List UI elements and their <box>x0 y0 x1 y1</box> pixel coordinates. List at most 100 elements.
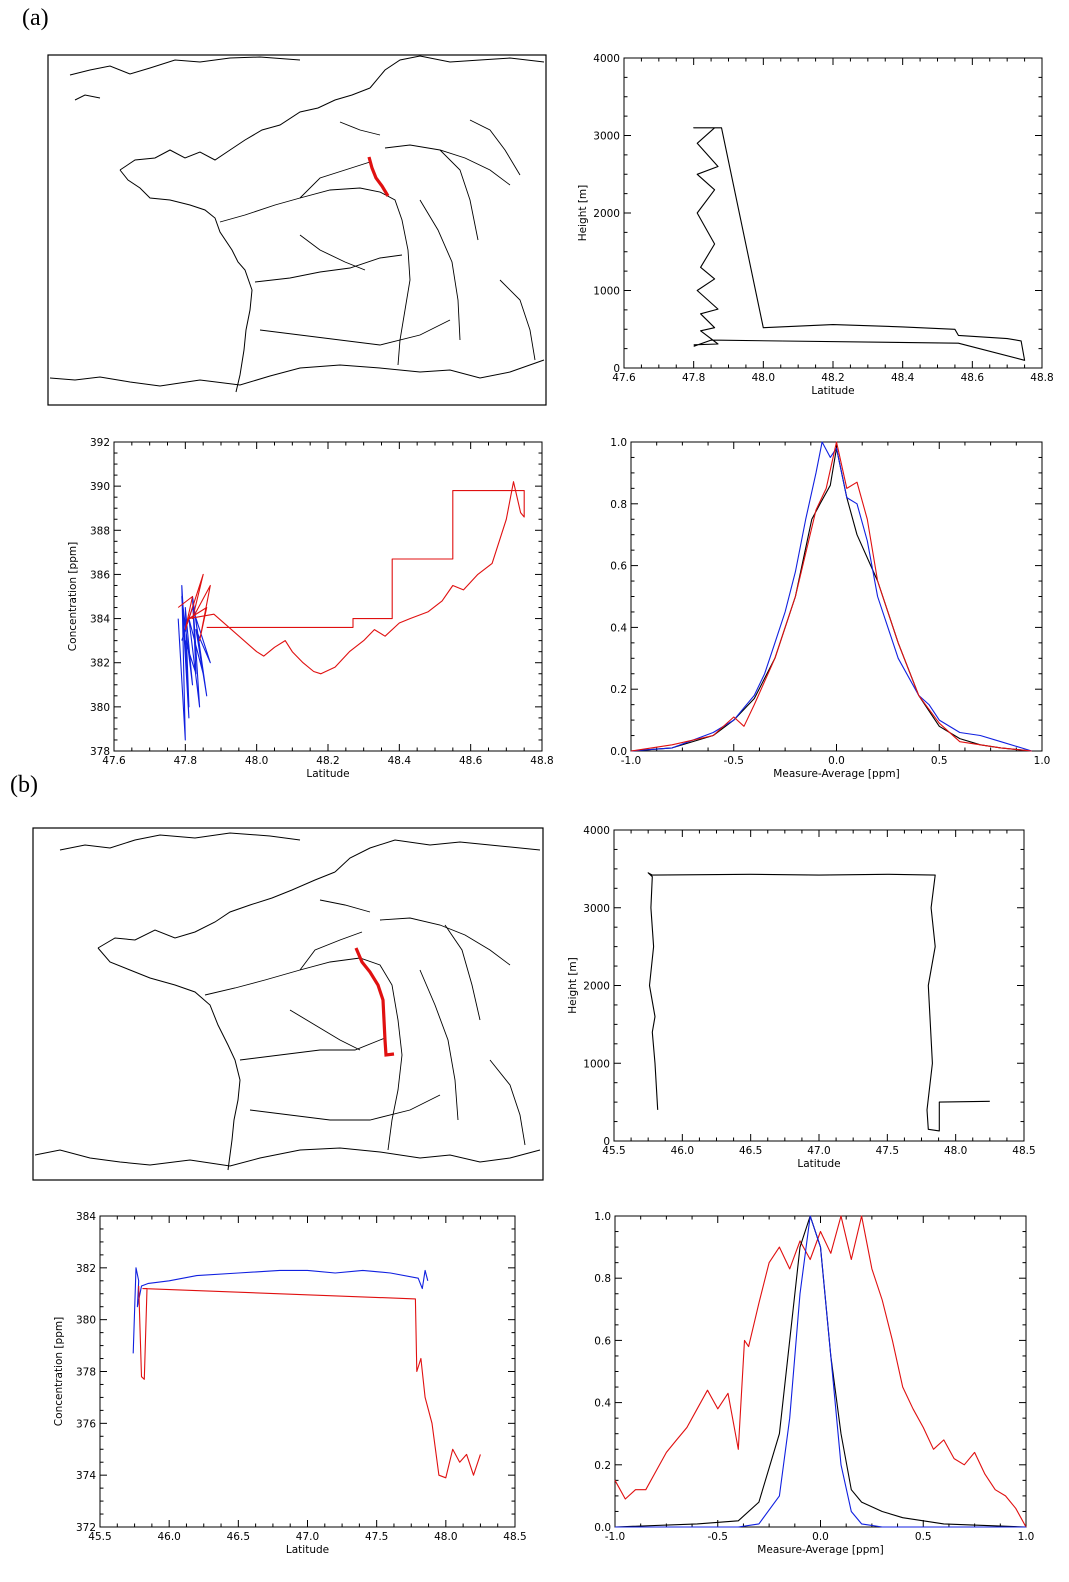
x-tick-label: 1.0 <box>1018 1531 1035 1543</box>
x-tick-label: 0.0 <box>828 755 845 767</box>
y-tick-label: 390 <box>90 481 110 493</box>
y-tick-label: 0.0 <box>610 746 627 758</box>
chart-b-height: 45.5 46.0 46.5 47.0 47.5 48.0 48.5 0 1000 2000 300… <box>567 825 1036 1170</box>
plot-frame <box>99 1215 516 1528</box>
y-tick-label: 388 <box>90 525 110 537</box>
x-tick-label: 46.5 <box>739 1145 762 1157</box>
x-tick-label: -1.0 <box>605 1531 626 1543</box>
y-tick-label: 4000 <box>593 53 620 65</box>
plot-frame <box>630 441 1043 752</box>
x-tick-label: 45.5 <box>602 1145 625 1157</box>
x-axis-label: Latitude <box>286 1544 329 1556</box>
x-tick-label: 47.5 <box>365 1531 388 1543</box>
y-tick-label: 0.6 <box>594 1335 611 1347</box>
series-line-blue <box>615 1215 1026 1528</box>
map-a-frame <box>47 54 547 406</box>
x-tick-label: 48.2 <box>316 755 339 767</box>
map-a-flight-track <box>367 156 390 197</box>
y-tick-label: 372 <box>76 1522 96 1534</box>
x-tick-label: 48.4 <box>891 372 915 384</box>
series-line-red <box>630 441 1032 752</box>
x-tick-label: 48.8 <box>1030 372 1053 384</box>
y-tick-label: 0.4 <box>594 1398 611 1410</box>
series-line-red <box>138 1285 481 1479</box>
x-tick-label: 47.5 <box>876 1145 899 1157</box>
series-line-red <box>614 1215 1027 1528</box>
x-tick-label: 0.0 <box>812 1531 829 1543</box>
charts-layer: 47.6 47.8 48.0 48.2 48.4 48.6 48.8 0 1000 2000 300… <box>53 53 1054 1556</box>
map-b-coastline <box>34 832 541 1171</box>
x-tick-label: 47.0 <box>807 1145 830 1157</box>
y-tick-label: 0.2 <box>594 1460 611 1472</box>
x-tick-label: 48.4 <box>388 755 412 767</box>
y-tick-label: 1000 <box>593 286 620 298</box>
x-axis-label: Latitude <box>811 385 854 397</box>
x-tick-label: 46.0 <box>157 1531 180 1543</box>
y-axis-label: Concentration [ppm] <box>53 1317 65 1426</box>
x-tick-label: 48.0 <box>944 1145 967 1157</box>
y-axis-label: Concentration [ppm] <box>67 542 79 651</box>
y-tick-label: 382 <box>76 1263 96 1275</box>
chart-b-concentration: 45.5 46.0 46.5 47.0 47.5 48.0 48.5 372 374 376 378… <box>53 1211 527 1556</box>
x-tick-label: 47.6 <box>612 372 636 384</box>
map-b-frame <box>32 827 544 1181</box>
x-tick-label: 47.0 <box>296 1531 319 1543</box>
x-tick-label: 48.0 <box>245 755 268 767</box>
map-b-rivers <box>204 899 526 1151</box>
x-axis-label: Measure-Average [ppm] <box>773 768 899 780</box>
x-tick-label: -1.0 <box>621 755 642 767</box>
y-tick-label: 2000 <box>593 208 620 220</box>
y-tick-label: 2000 <box>583 981 610 993</box>
y-axis-label: Height [m] <box>577 185 589 241</box>
x-tick-label: 1.0 <box>1034 755 1051 767</box>
x-tick-label: 0.5 <box>931 755 948 767</box>
y-tick-label: 392 <box>90 437 110 449</box>
y-tick-label: 3000 <box>593 131 620 143</box>
x-tick-label: 48.5 <box>503 1531 526 1543</box>
chart-a-concentration: 47.6 47.8 48.0 48.2 48.4 48.6 48.8 378 380 382 384… <box>67 437 554 780</box>
x-tick-label: 48.8 <box>530 755 553 767</box>
x-tick-label: 45.5 <box>88 1531 111 1543</box>
series-line-blue <box>132 1267 429 1354</box>
y-tick-label: 0.8 <box>594 1273 611 1285</box>
series-line-blue <box>630 441 1032 752</box>
y-tick-label: 386 <box>90 569 110 581</box>
x-axis-label: Measure-Average [ppm] <box>757 1544 883 1556</box>
y-tick-label: 0.4 <box>610 622 627 634</box>
map-a-coastline <box>49 55 545 393</box>
x-axis-label: Latitude <box>797 1158 840 1170</box>
y-tick-label: 0.2 <box>610 684 627 696</box>
series-line-black <box>630 447 1032 752</box>
y-tick-label: 0 <box>603 1136 610 1148</box>
chart-b-distribution: -1.0 -0.5 0.0 0.5 1.0 0.0 0.2 0.4 0.6 0.8 1.0 Measu… <box>594 1211 1034 1556</box>
x-tick-label: 48.0 <box>752 372 775 384</box>
x-tick-label: 46.0 <box>671 1145 694 1157</box>
series-line-black <box>693 127 1026 361</box>
y-tick-label: 1.0 <box>610 437 627 449</box>
y-axis-label: Height [m] <box>567 957 579 1013</box>
chart-a-height: 47.6 47.8 48.0 48.2 48.4 48.6 48.8 0 1000 2000 300… <box>577 53 1054 397</box>
y-tick-label: 384 <box>90 614 110 626</box>
x-axis-label: Latitude <box>306 768 349 780</box>
plot-frame <box>113 441 543 752</box>
y-tick-label: 1000 <box>583 1058 610 1070</box>
y-tick-label: 0.0 <box>594 1522 611 1534</box>
x-tick-label: -0.5 <box>708 1531 729 1543</box>
y-tick-label: 0.8 <box>610 499 627 511</box>
series-line-blue <box>177 584 211 741</box>
plot-frame <box>613 829 1025 1142</box>
x-tick-label: 48.2 <box>821 372 844 384</box>
chart-a-distribution: -1.0 -0.5 0.0 0.5 1.0 0.0 0.2 0.4 0.6 0.8 1.0 Measu… <box>610 437 1050 780</box>
x-tick-label: 47.6 <box>102 755 126 767</box>
y-tick-label: 380 <box>90 702 110 714</box>
x-tick-label: 47.8 <box>682 372 705 384</box>
x-tick-label: 46.5 <box>227 1531 250 1543</box>
map-a <box>47 54 547 406</box>
y-tick-label: 0.6 <box>610 561 627 573</box>
x-tick-label: 48.6 <box>459 755 483 767</box>
plot-frame <box>623 57 1043 369</box>
y-tick-label: 378 <box>76 1367 96 1379</box>
y-tick-label: 1.0 <box>594 1211 611 1223</box>
y-tick-label: 384 <box>76 1211 96 1223</box>
